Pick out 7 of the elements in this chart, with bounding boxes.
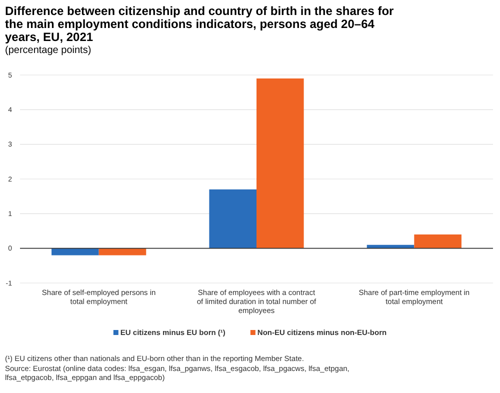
bar	[256, 78, 304, 248]
chart-title: Difference between citizenship and country of birth in the shares for the main employment conditions indicators, persons aged 20–64 years, EU, 2021	[5, 4, 394, 44]
chart-subtitle: (percentage points)	[5, 45, 92, 56]
bar	[414, 234, 462, 248]
bar	[52, 248, 99, 256]
bar	[209, 189, 256, 248]
bar	[98, 248, 146, 256]
